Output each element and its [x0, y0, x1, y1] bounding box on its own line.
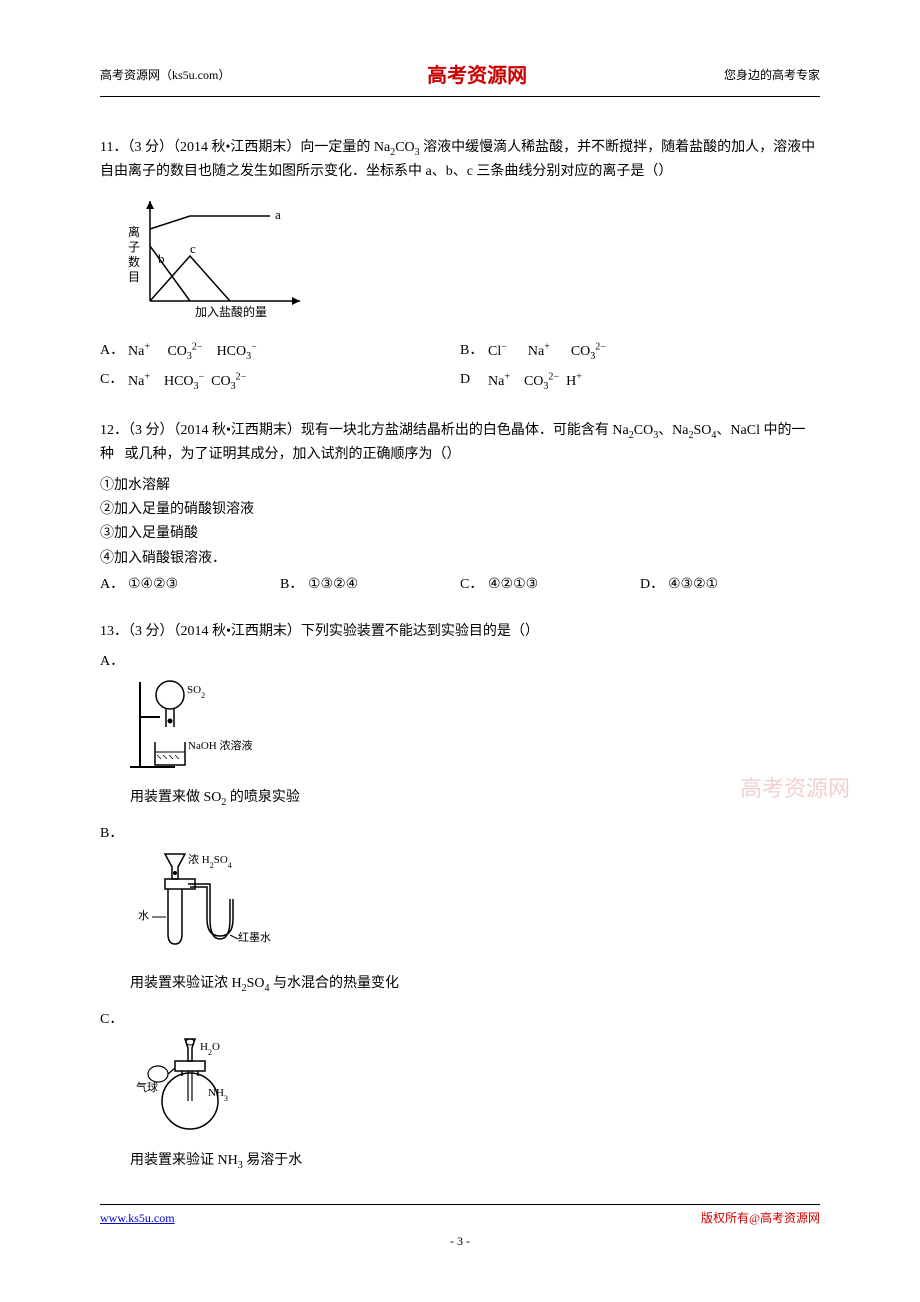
heat-apparatus-icon: 浓 H2SO4 水 红墨水	[130, 849, 300, 959]
opt-text: ④②①③	[488, 574, 538, 596]
q13-source: （2014 秋•江西期末）	[174, 624, 301, 639]
label-naoh: NaOH 浓溶液	[188, 738, 252, 752]
question-13: 13．（3 分）（2014 秋•江西期末）下列实验装置不能达到实验目的是（） A…	[100, 621, 820, 1174]
opt-letter-d: D	[460, 369, 488, 394]
label-h2o: H2O	[200, 1041, 220, 1057]
page-footer: www.ks5u.com 版权所有@高考资源网	[100, 1204, 820, 1228]
device-a-caption: 用装置来做 SO2 的喷泉实验	[130, 787, 820, 811]
opt-letter-a: A．	[100, 340, 128, 365]
q11-text: 11．（3 分）（2014 秋•江西期末）向一定量的 Na2CO3 溶液中缓慢滴…	[100, 137, 820, 183]
opt-content-d: Na+ CO32− H+	[488, 369, 820, 394]
step-2: ②加入足量的硝酸钡溶液	[100, 499, 820, 521]
fountain-apparatus-icon: SO2 NaOH 浓溶液	[130, 677, 270, 772]
q13-body: 下列实验装置不能达到实验目的是（）	[301, 624, 539, 639]
label-h2so4: 浓 H2SO4	[188, 853, 232, 870]
q11-chart: 离 子 数 目 加入盐酸的量 a b c	[120, 191, 820, 329]
nh3-apparatus-icon: H2O 气球 NH3	[130, 1036, 280, 1136]
opt-letter-c: C．	[100, 369, 128, 394]
q11-number: 11．	[100, 140, 127, 155]
opt-text: ④③②①	[668, 574, 718, 596]
q12-steps: ①加水溶解 ②加入足量的硝酸钡溶液 ③加入足量硝酸 ④加入硝酸银溶液．	[100, 475, 820, 571]
question-11: 11．（3 分）（2014 秋•江西期末）向一定量的 Na2CO3 溶液中缓慢滴…	[100, 137, 820, 396]
q12-options: A． ①④②③ B． ①③②④ C． ④②①③ D． ④③②①	[100, 574, 820, 596]
q12-number: 12．	[100, 423, 128, 438]
ylabel-char2: 子	[128, 240, 140, 254]
device-a-diagram: SO2 NaOH 浓溶液	[130, 677, 820, 780]
device-c-caption: 用装置来验证 NH3 易溶于水	[130, 1150, 820, 1174]
opt-letter-b: B．	[100, 823, 820, 845]
step-4: ④加入硝酸银溶液．	[100, 548, 820, 570]
q11-option-a: A． Na+ CO32− HCO3−	[100, 338, 460, 367]
footer-copyright: 版权所有@高考资源网	[701, 1209, 820, 1228]
q13-option-c: C． H2O 气球 NH3	[100, 1009, 820, 1174]
q12-option-b: B． ①③②④	[280, 574, 460, 596]
q13-text: 13．（3 分）（2014 秋•江西期末）下列实验装置不能达到实验目的是（）	[100, 621, 820, 643]
opt-letter-b: B．	[460, 340, 488, 365]
q13-number: 13．	[100, 624, 128, 639]
footer-url: www.ks5u.com	[100, 1209, 175, 1228]
opt-content-b: Cl− Na+ CO32−	[488, 340, 820, 365]
q11-body-part2: CO	[395, 140, 414, 155]
label-balloon: 气球	[136, 1080, 158, 1094]
header-right: 您身边的高考专家	[724, 66, 820, 85]
q11-options: A． Na+ CO32− HCO3− B． Cl− Na+ CO32− C． N…	[100, 338, 820, 397]
step-1: ①加水溶解	[100, 475, 820, 497]
page-header: 高考资源网（ks5u.com） 高考资源网 您身边的高考专家	[100, 60, 820, 97]
opt-text: ①③②④	[308, 574, 358, 596]
device-b-diagram: 浓 H2SO4 水 红墨水	[130, 849, 820, 967]
step-3: ③加入足量硝酸	[100, 523, 820, 545]
page-number: - 3 -	[100, 1232, 820, 1251]
ion-count-chart: 离 子 数 目 加入盐酸的量 a b c	[120, 191, 315, 321]
q11-body-part1: 向一定量的 Na	[300, 140, 390, 155]
q12-option-c: C． ④②①③	[460, 574, 640, 596]
label-c: c	[190, 241, 196, 256]
ylabel-char1: 离	[128, 224, 140, 239]
opt-content-a: Na+ CO32− HCO3−	[128, 340, 460, 365]
q12-option-d: D． ④③②①	[640, 574, 820, 596]
label-ink: 红墨水	[238, 931, 271, 944]
ylabel-char4: 目	[128, 270, 140, 284]
q11-option-c: C． Na+ HCO3− CO32−	[100, 367, 460, 396]
header-center-logo: 高考资源网	[427, 60, 527, 92]
question-12: 12．（3 分）（2014 秋•江西期末）现有一块北方盐湖结晶析出的白色晶体．可…	[100, 420, 820, 596]
device-c-diagram: H2O 气球 NH3	[130, 1036, 820, 1144]
opt-letter-a: A．	[100, 651, 820, 673]
opt-letter: A．	[100, 574, 128, 596]
label-so2: SO2	[187, 684, 205, 700]
opt-letter: D．	[640, 574, 668, 596]
q13-option-b: B． 浓 H2SO4 水 红墨水 用装置来验	[100, 823, 820, 998]
opt-text: ①④②③	[128, 574, 178, 596]
q12-source: （2014 秋•江西期末）	[174, 423, 301, 438]
opt-content-c: Na+ HCO3− CO32−	[128, 369, 460, 394]
q11-points: （3 分）	[127, 140, 173, 155]
opt-letter-c: C．	[100, 1009, 820, 1031]
label-a: a	[275, 207, 281, 222]
device-b-caption: 用装置来验证浓 H2SO4 与水混合的热量变化	[130, 973, 820, 997]
ylabel-char3: 数	[128, 254, 140, 269]
opt-letter: B．	[280, 574, 308, 596]
q13-option-a: A． SO2	[100, 651, 820, 811]
q13-points: （3 分）	[128, 624, 174, 639]
label-water: 水	[138, 909, 149, 922]
q12-option-a: A． ①④②③	[100, 574, 280, 596]
opt-letter: C．	[460, 574, 488, 596]
q11-option-b: B． Cl− Na+ CO32−	[460, 338, 820, 367]
q11-source: （2014 秋•江西期末）	[173, 140, 300, 155]
header-left: 高考资源网（ks5u.com）	[100, 66, 230, 85]
q11-option-d: D Na+ CO32− H+	[460, 367, 820, 396]
q12-text: 12．（3 分）（2014 秋•江西期末）现有一块北方盐湖结晶析出的白色晶体．可…	[100, 420, 820, 466]
label-b: b	[158, 251, 165, 266]
q12-points: （3 分）	[128, 423, 174, 438]
xlabel: 加入盐酸的量	[195, 304, 267, 319]
